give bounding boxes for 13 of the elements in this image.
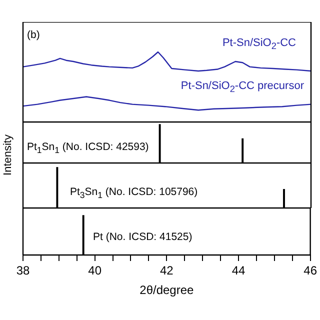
text: (b) [27,29,40,42]
y-axis-title: Intensity [1,134,15,178]
series-label: Pt-Sn/SiO$_{2}$-CC precursor [180,80,304,96]
series-label: Pt-Sn/SiO$_{2}$-CC [222,37,296,54]
x-axis-title: 2θ/degree [140,283,194,298]
annotation: Pt$_{3}$Sn$_{1}$ (No. ICSD: 105796) [70,186,198,202]
x-tick-label: 44 [232,264,246,278]
x-tick-label: 46 [304,264,318,278]
x-tick-label: 42 [160,264,174,278]
x-tick-label: 38 [16,264,30,278]
annotation: Pt (No. ICSD: 41525) [93,231,192,244]
annotation: Pt$_{1}$Sn$_{1}$ (No. ICSD: 42593) [27,141,149,158]
x-tick-label: 40 [88,264,102,278]
